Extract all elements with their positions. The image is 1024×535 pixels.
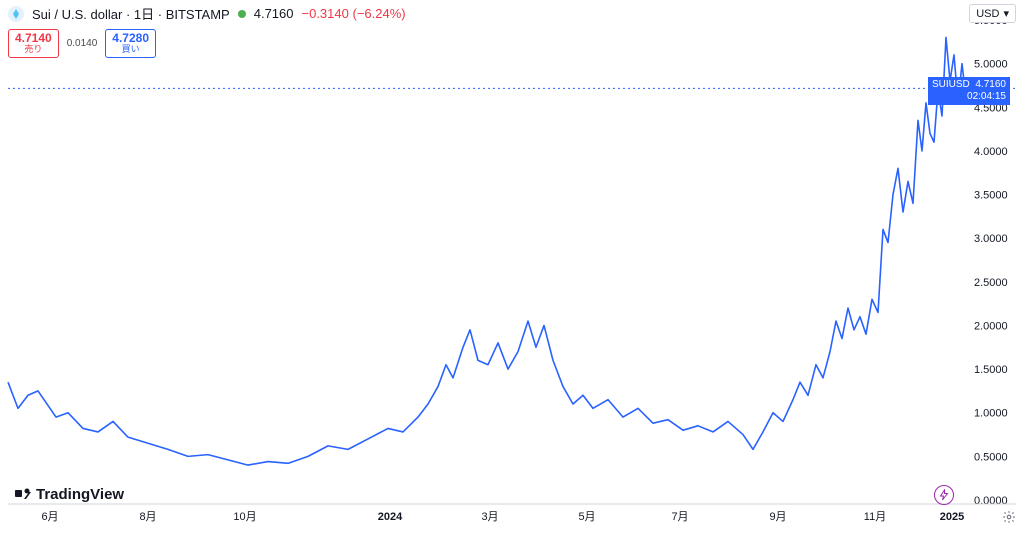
svg-text:3月: 3月 — [481, 511, 498, 523]
svg-text:8月: 8月 — [139, 511, 156, 523]
svg-text:2025: 2025 — [940, 511, 964, 523]
svg-text:5.0000: 5.0000 — [974, 59, 1008, 71]
settings-button[interactable] — [1002, 510, 1016, 529]
svg-text:1.5000: 1.5000 — [974, 364, 1008, 376]
price-chart-svg[interactable]: 0.0000 0.5000 1.0000 1.5000 2.0000 2.5000 3.00… — [0, 0, 1024, 535]
tradingview-watermark[interactable]: TradingView — [14, 485, 124, 503]
svg-text:5月: 5月 — [578, 511, 595, 523]
tradingview-logo-icon — [14, 485, 32, 503]
svg-text:6月: 6月 — [41, 511, 58, 523]
current-price-flag: SUIUSD 4.7160 02:04:15 — [928, 77, 1010, 105]
svg-text:2.5000: 2.5000 — [974, 277, 1008, 289]
svg-text:4.0000: 4.0000 — [974, 146, 1008, 158]
svg-text:11月: 11月 — [864, 511, 886, 523]
svg-text:3.5000: 3.5000 — [974, 190, 1008, 202]
svg-text:7月: 7月 — [671, 511, 688, 523]
svg-text:0.5000: 0.5000 — [974, 451, 1008, 463]
svg-text:3.0000: 3.0000 — [974, 233, 1008, 245]
chart-container: 0.0000 0.5000 1.0000 1.5000 2.0000 2.5000 3.00… — [0, 0, 1024, 535]
chevron-down-icon: ▾ — [1003, 7, 1009, 20]
svg-text:10月: 10月 — [233, 511, 256, 523]
gear-icon — [1002, 510, 1016, 524]
currency-selector[interactable]: USD ▾ — [969, 4, 1016, 23]
svg-text:1.0000: 1.0000 — [974, 408, 1008, 420]
svg-text:9月: 9月 — [769, 511, 786, 523]
lightning-icon — [938, 489, 950, 501]
svg-text:2024: 2024 — [378, 511, 403, 523]
svg-text:0.0000: 0.0000 — [974, 495, 1008, 507]
svg-text:2.0000: 2.0000 — [974, 320, 1008, 332]
snapshot-button[interactable] — [934, 485, 954, 505]
